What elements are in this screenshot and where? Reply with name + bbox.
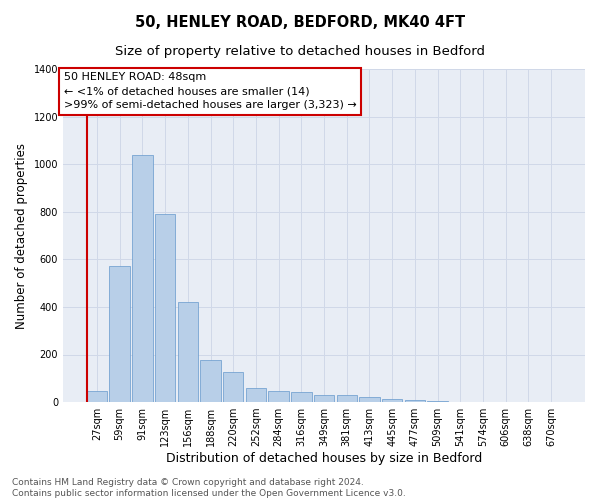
Bar	[223, 372, 244, 402]
Bar	[404, 400, 425, 402]
Text: Size of property relative to detached houses in Bedford: Size of property relative to detached ho…	[115, 45, 485, 58]
Bar	[87, 392, 107, 402]
Bar	[268, 390, 289, 402]
Text: 50 HENLEY ROAD: 48sqm
← <1% of detached houses are smaller (14)
>99% of semi-det: 50 HENLEY ROAD: 48sqm ← <1% of detached …	[64, 72, 356, 110]
Bar	[245, 388, 266, 402]
Bar	[337, 396, 357, 402]
Bar	[427, 401, 448, 402]
Bar	[314, 395, 334, 402]
Bar	[155, 214, 175, 402]
Bar	[291, 392, 311, 402]
Bar	[132, 154, 152, 402]
Bar	[109, 266, 130, 402]
Bar	[359, 398, 380, 402]
Y-axis label: Number of detached properties: Number of detached properties	[15, 142, 28, 328]
Bar	[178, 302, 198, 402]
Text: 50, HENLEY ROAD, BEDFORD, MK40 4FT: 50, HENLEY ROAD, BEDFORD, MK40 4FT	[135, 15, 465, 30]
X-axis label: Distribution of detached houses by size in Bedford: Distribution of detached houses by size …	[166, 452, 482, 465]
Bar	[382, 399, 403, 402]
Text: Contains HM Land Registry data © Crown copyright and database right 2024.
Contai: Contains HM Land Registry data © Crown c…	[12, 478, 406, 498]
Bar	[200, 360, 221, 402]
